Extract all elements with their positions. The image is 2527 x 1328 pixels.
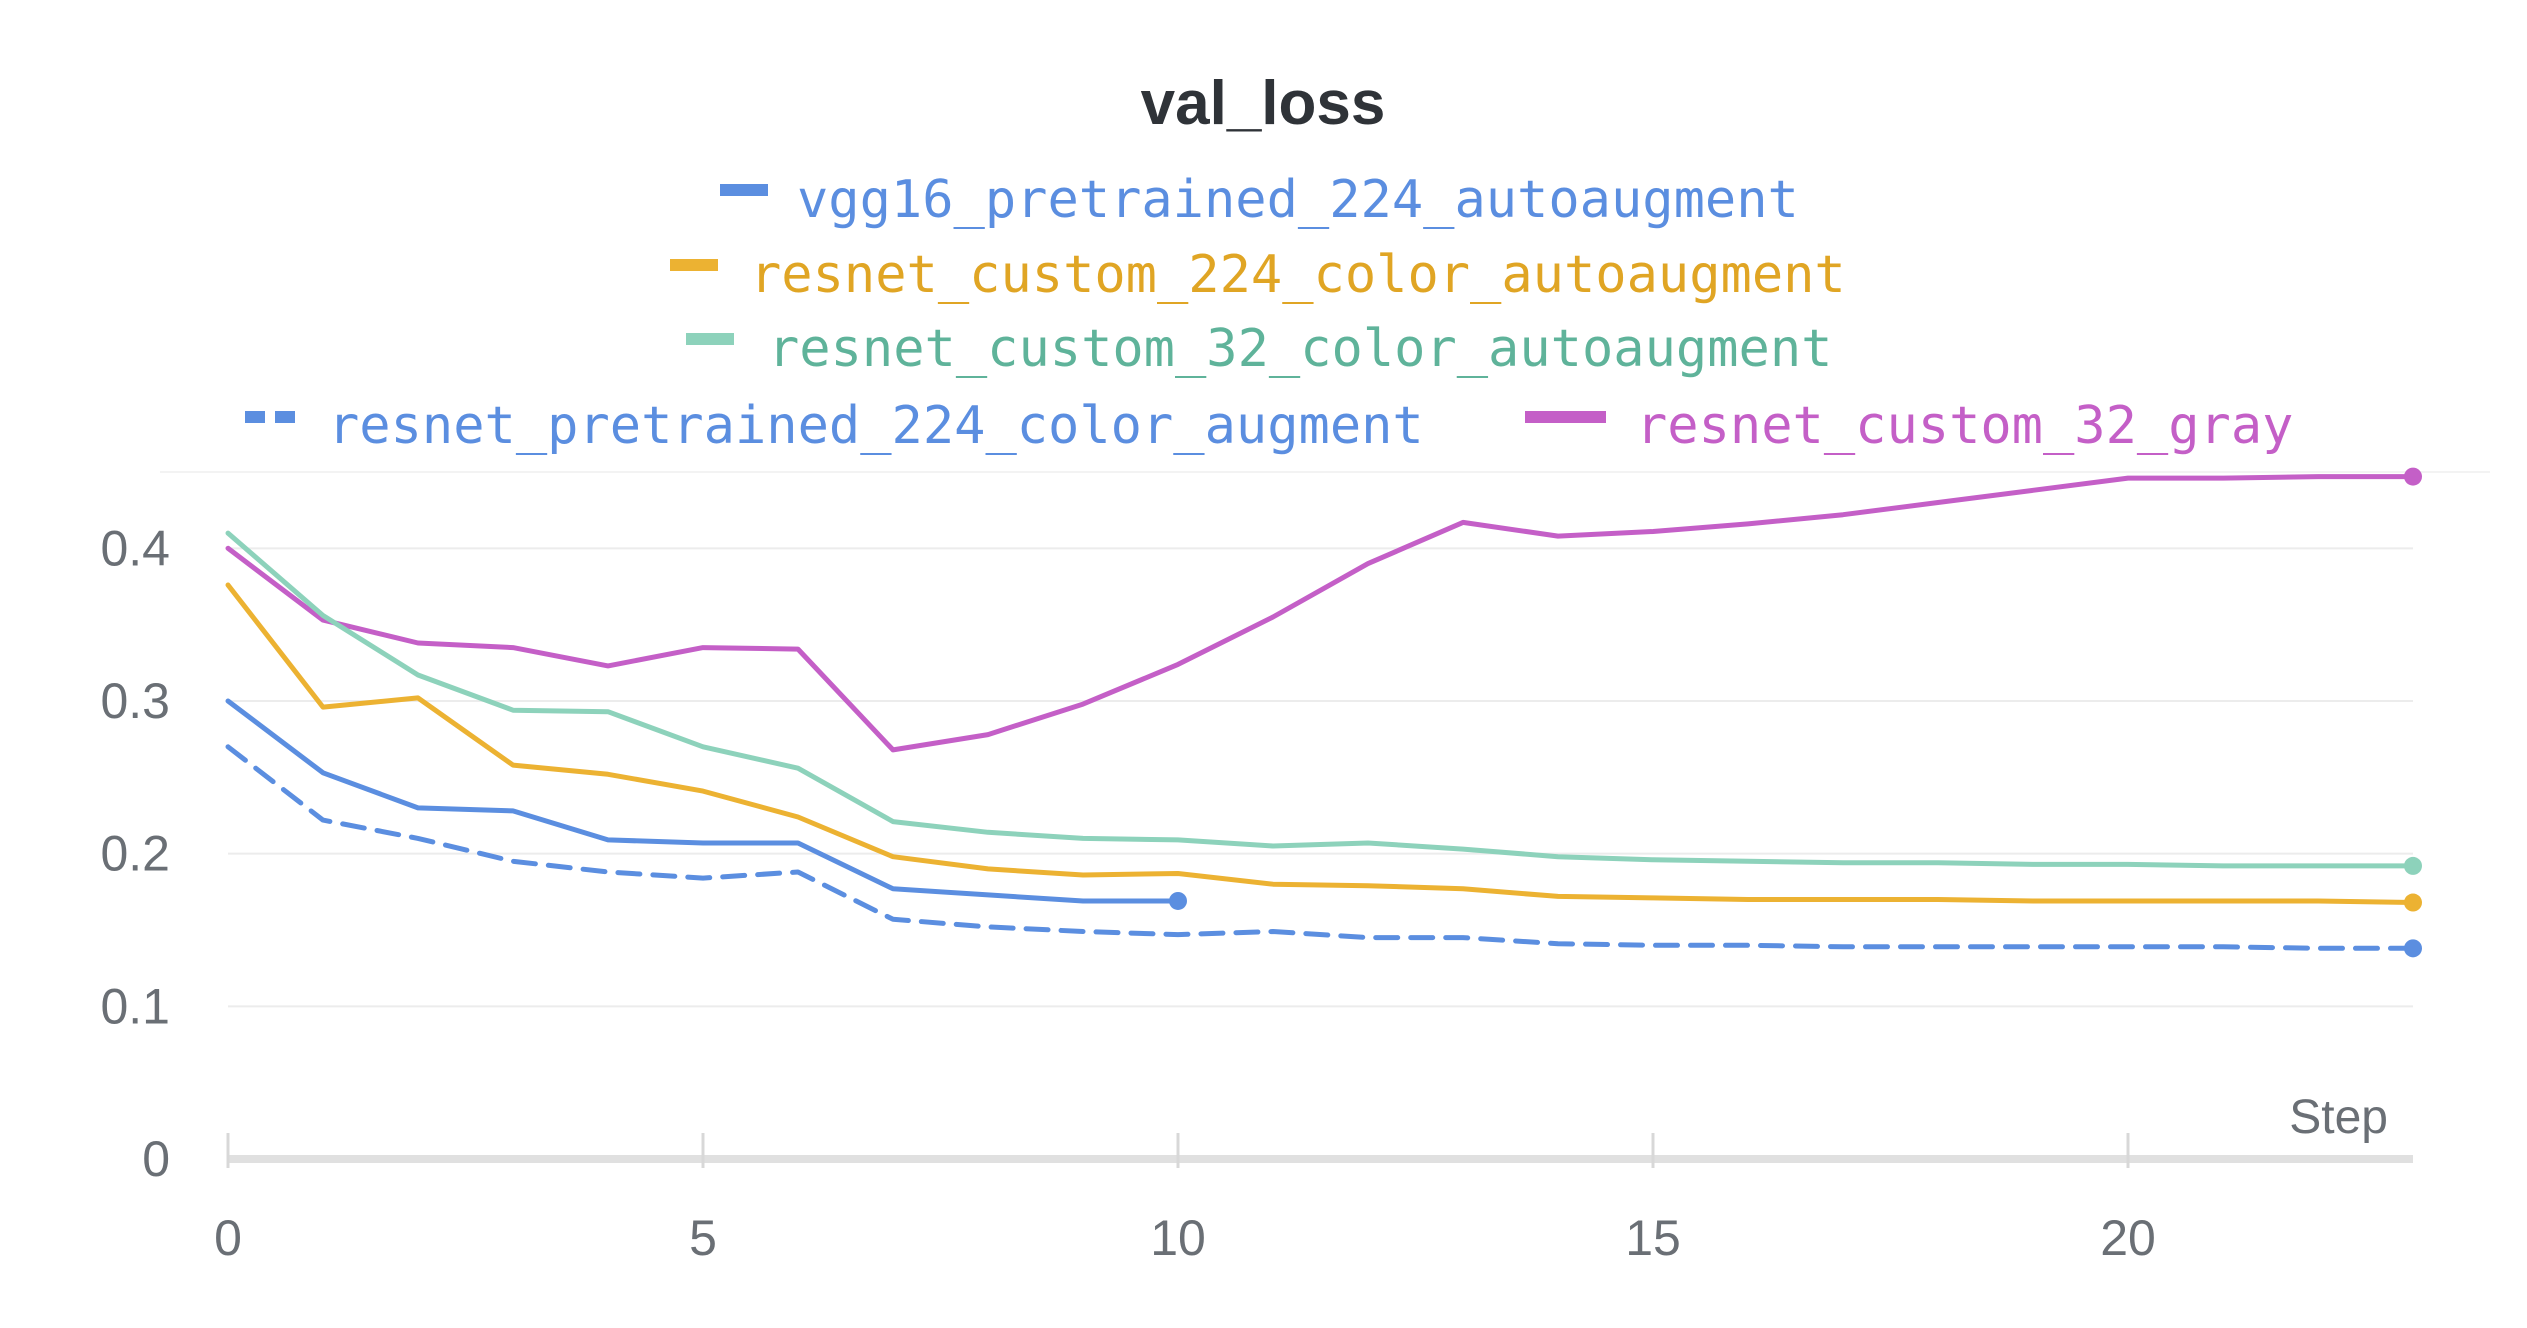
series-line-resnet-pretrained-224-color-augment [225,744,2416,951]
series-endpoint-resnet-custom-32-color-autoaugment [2404,856,2422,875]
series-line-resnet-custom-224-color-autoaugment [225,582,2416,905]
series-line-vgg16-pretrained-224-autoaugment [225,698,1181,904]
x-tick-label: 20 [2100,1210,2156,1266]
legend-item-resnet-custom-224-color-autoaugment[interactable]: resnet_custom_224_color_autoaugment [670,245,1846,305]
legend-label: resnet_pretrained_224_color_augment [328,396,1424,456]
legend: vgg16_pretrained_224_autoaugment resnet_… [245,170,2293,456]
legend-item-resnet-custom-32-gray[interactable]: resnet_custom_32_gray [1525,396,2293,456]
chart-title: val_loss [1141,69,1386,138]
legend-item-vgg16-pretrained-224-autoaugment[interactable]: vgg16_pretrained_224_autoaugment [720,170,1799,230]
legend-item-resnet-pretrained-224-color-augment[interactable]: resnet_pretrained_224_color_augment [245,396,1424,456]
series-endpoint-resnet-pretrained-224-color-augment [2404,939,2422,958]
legend-label: resnet_custom_32_gray [1636,396,2293,456]
x-tick-label: 10 [1150,1210,1206,1266]
y-tick-label: 0 [142,1131,170,1187]
series-line-resnet-custom-32-gray [225,474,2416,753]
y-tick-label: 0.1 [100,978,170,1034]
series-lines [225,467,2422,958]
legend-label: resnet_custom_224_color_autoaugment [750,245,1846,305]
x-axis [226,1133,2413,1168]
x-tick-label: 0 [214,1210,242,1266]
x-tick-labels: 0 5 10 15 20 [214,1210,2156,1266]
y-tick-label: 0.4 [100,520,170,576]
series-endpoint-resnet-custom-224-color-autoaugment [2404,893,2422,912]
series-line-resnet-custom-32-color-autoaugment [225,530,2416,869]
series-endpoint-resnet-custom-32-gray [2404,467,2422,486]
x-tick-label: 15 [1625,1210,1681,1266]
series-endpoint-vgg16-pretrained-224-autoaugment [1169,891,1187,910]
legend-label: resnet_custom_32_color_autoaugment [768,319,1832,379]
y-tick-label: 0.2 [100,826,170,882]
grid [228,547,2413,1008]
y-tick-label: 0.3 [100,673,170,729]
legend-label: vgg16_pretrained_224_autoaugment [797,170,1799,230]
x-axis-label: Step [2289,1091,2388,1144]
y-axis: 0 0.1 0.2 0.3 0.4 [100,520,170,1187]
legend-item-resnet-custom-32-color-autoaugment[interactable]: resnet_custom_32_color_autoaugment [686,319,1832,379]
x-tick-label: 5 [689,1210,717,1266]
